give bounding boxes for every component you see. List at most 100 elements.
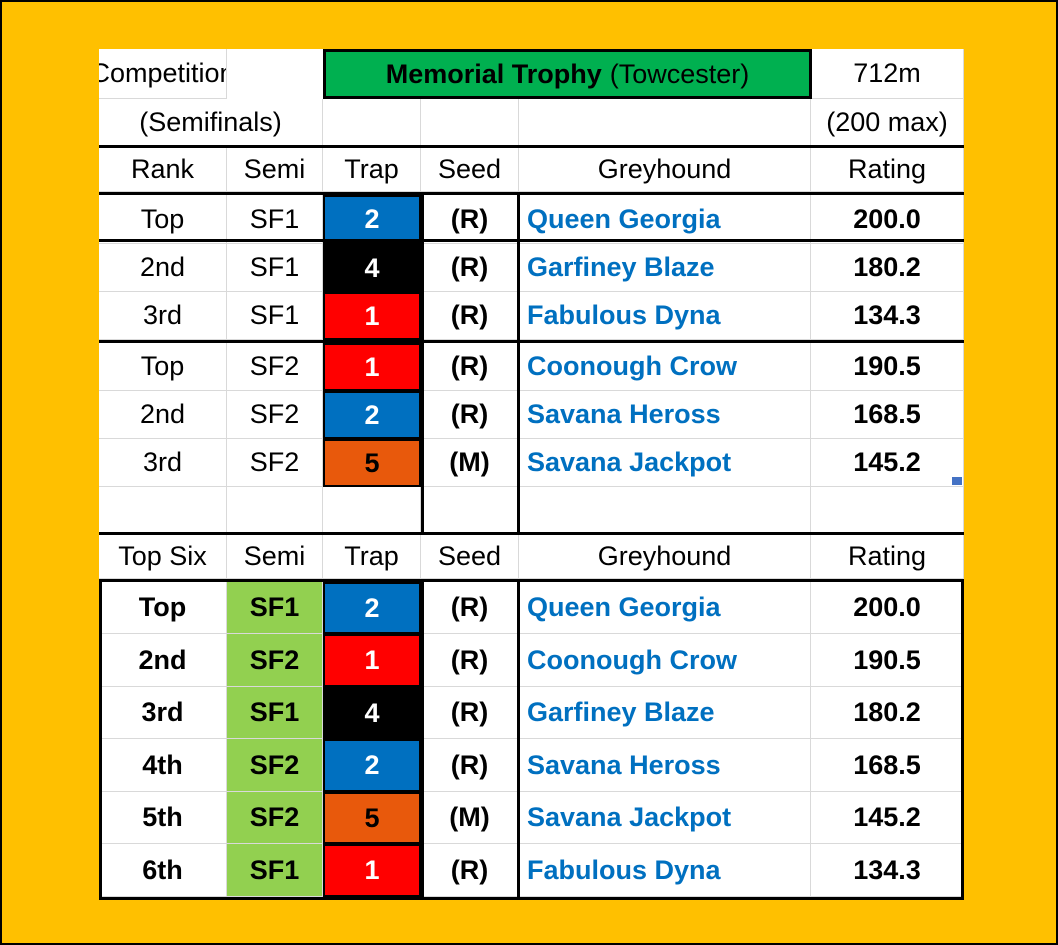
trap-cell: 5 (323, 439, 421, 487)
rank-cell: 2nd (99, 391, 227, 439)
seed-cell: (R) (421, 195, 519, 244)
header-trap: Trap (323, 534, 421, 579)
table-row: 4th SF2 2 (R) Savana Heross 168.5 (99, 739, 964, 792)
fill-handle[interactable] (952, 477, 962, 485)
greyhound-cell: Queen Georgia (519, 582, 811, 634)
semi-cell: SF2 (227, 739, 323, 792)
rank-cell: 2nd (99, 244, 227, 292)
header-seed: Seed (421, 147, 519, 192)
subtitle-row: (Semifinals) (200 max) (99, 99, 964, 147)
seed-cell: (R) (421, 244, 519, 292)
seed-cell: (R) (421, 391, 519, 439)
empty-cell (519, 99, 811, 147)
greyhound-cell: Fabulous Dyna (519, 292, 811, 340)
semis-header-row: Rank Semi Trap Seed Greyhound Rating (99, 147, 964, 192)
header-trap: Trap (323, 147, 421, 192)
trap-cell: 4 (323, 687, 421, 739)
empty-cell (99, 487, 227, 534)
semi-cell: SF1 (227, 292, 323, 340)
semi-cell: SF2 (227, 792, 323, 844)
header-seed: Seed (421, 534, 519, 579)
rank-cell: 3rd (99, 292, 227, 340)
spreadsheet: Competition 712m Memorial Trophy (Towces… (99, 49, 964, 900)
empty-cell (323, 99, 421, 147)
rating-cell: 200.0 (811, 195, 964, 244)
rating-cell: 134.3 (811, 844, 964, 897)
header-greyhound: Greyhound (519, 147, 811, 192)
greyhound-cell: Savana Heross (519, 391, 811, 439)
rule (421, 192, 424, 535)
semi-cell: SF1 (227, 244, 323, 292)
table-row: 2nd SF2 1 (R) Coonough Crow 190.5 (99, 634, 964, 687)
trap-cell: 5 (323, 792, 421, 844)
competition-title: Memorial Trophy (Towcester) (323, 49, 812, 99)
trap-cell: 1 (323, 844, 421, 897)
trap-cell: 1 (323, 343, 421, 391)
seed-cell: (R) (421, 687, 519, 739)
seed-cell: (R) (421, 634, 519, 687)
table-row: 3rd SF1 4 (R) Garfiney Blaze 180.2 (99, 687, 964, 739)
table-row: 6th SF1 1 (R) Fabulous Dyna 134.3 (99, 844, 964, 897)
greyhound-cell: Queen Georgia (519, 195, 811, 244)
rating-cell: 180.2 (811, 244, 964, 292)
semi-cell: SF1 (227, 582, 323, 634)
semi-cell: SF1 (227, 687, 323, 739)
semi-cell: SF1 (227, 844, 323, 897)
trap-cell: 1 (323, 634, 421, 687)
rating-cell: 168.5 (811, 391, 964, 439)
table-row: 3rd SF1 1 (R) Fabulous Dyna 134.3 (99, 292, 964, 340)
rating-scale: (200 max) (811, 99, 964, 147)
rule (99, 239, 964, 242)
greyhound-cell: Fabulous Dyna (519, 844, 811, 897)
trap-cell: 1 (323, 292, 421, 340)
distance: 712m (811, 49, 964, 99)
rating-cell: 145.2 (811, 439, 964, 487)
rule (99, 192, 964, 195)
table-row: 3rd SF2 5 (M) Savana Jackpot 145.2 (99, 439, 964, 487)
rule (99, 579, 964, 582)
seed-cell: (R) (421, 739, 519, 792)
stage-label: (Semifinals) (99, 99, 323, 147)
empty-cell (811, 487, 964, 534)
trap-cell: 2 (323, 739, 421, 792)
table-row: Top SF1 2 (R) Queen Georgia 200.0 (99, 582, 964, 634)
empty-cell (323, 487, 421, 534)
header-semi: Semi (227, 534, 323, 579)
rule (517, 579, 520, 900)
rule (99, 532, 964, 535)
header-rank: Rank (99, 147, 227, 192)
rule (99, 897, 964, 900)
trap-cell: 2 (323, 391, 421, 439)
semi-cell: SF2 (227, 391, 323, 439)
greyhound-cell: Garfiney Blaze (519, 687, 811, 739)
rank-cell: 3rd (99, 687, 227, 739)
rule (517, 192, 520, 535)
header-top-six: Top Six (99, 534, 227, 579)
rule (99, 340, 964, 343)
semi-cell: SF2 (227, 343, 323, 391)
seed-cell: (R) (421, 343, 519, 391)
rank-cell: 5th (99, 792, 227, 844)
title-row: Competition 712m Memorial Trophy (Towces… (99, 49, 964, 99)
rating-cell: 200.0 (811, 582, 964, 634)
empty-cell (519, 487, 811, 534)
rank-cell: 4th (99, 739, 227, 792)
rating-cell: 190.5 (811, 343, 964, 391)
rank-cell: Top (99, 195, 227, 244)
greyhound-cell: Coonough Crow (519, 343, 811, 391)
header-rating: Rating (811, 534, 964, 579)
rule (323, 579, 325, 900)
rating-cell: 134.3 (811, 292, 964, 340)
empty-cell (421, 99, 519, 147)
rating-cell: 168.5 (811, 739, 964, 792)
competition-label: Competition (99, 49, 227, 99)
rank-cell: 2nd (99, 634, 227, 687)
header-greyhound: Greyhound (519, 534, 811, 579)
rule (421, 579, 424, 900)
trap-cell: 2 (323, 195, 421, 244)
venue: (Towcester) (609, 58, 750, 89)
greyhound-cell: Garfiney Blaze (519, 244, 811, 292)
trap-cell: 4 (323, 244, 421, 292)
header-rating: Rating (811, 147, 964, 192)
